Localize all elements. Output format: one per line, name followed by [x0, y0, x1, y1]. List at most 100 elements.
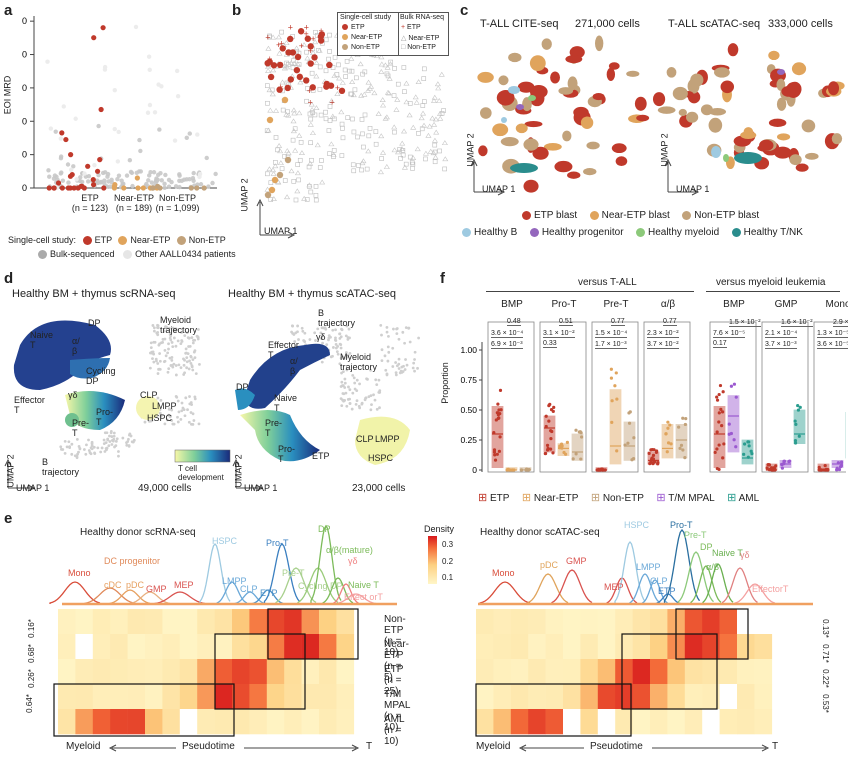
- d-grey-cell: [103, 431, 107, 435]
- panel-e-density-tick-0: 0.3: [442, 540, 454, 549]
- b-bulk-square: [373, 141, 379, 147]
- e-heat-cell: [249, 659, 268, 685]
- b-bulk-square: [422, 66, 427, 72]
- f-point: [787, 460, 791, 464]
- e-density-curve: [84, 587, 136, 604]
- d-grey-cell: [291, 324, 294, 328]
- d-grey-cell: [191, 341, 195, 345]
- b-bulk-square: [305, 86, 310, 91]
- d-grey-cell: [183, 371, 186, 375]
- d-grey-cell: [191, 358, 195, 362]
- b-bulk-square: [317, 64, 323, 70]
- d-grey-cell: [321, 341, 324, 345]
- f-pvalue: 3.1 × 10⁻²: [543, 330, 575, 338]
- a-other-dot: [146, 54, 152, 59]
- a-bulk-dot: [166, 184, 172, 189]
- a-etp-dot: [55, 180, 62, 186]
- e-row-label: Non-ETP (n = 10): [384, 614, 406, 658]
- a-bulk-dot: [116, 173, 122, 178]
- e-left-curve-label: γδ: [348, 556, 358, 566]
- b-etp-dot: [323, 80, 330, 88]
- e-heat-cell: [214, 609, 233, 635]
- e-heat-cell: [702, 659, 720, 685]
- c-cluster: [657, 106, 676, 114]
- d-grey-cell: [404, 358, 407, 361]
- b-bulk-triangle: [438, 71, 445, 77]
- e-heat-cell: [249, 684, 268, 710]
- b-etp-dot: [311, 54, 318, 61]
- e-density-curve: [332, 583, 359, 604]
- e-heat-cell: [597, 659, 616, 685]
- b-bulk-triangle: [430, 98, 437, 103]
- b-bulk-triangle: [350, 92, 357, 98]
- b-bulk-square: [410, 166, 415, 171]
- c-cluster: [554, 160, 573, 173]
- a-other-dot: [73, 116, 78, 121]
- a-bulk-dot: [96, 123, 101, 129]
- f-point: [579, 457, 583, 461]
- d-grey-cell: [185, 356, 189, 360]
- f-pvalue: 0.51: [559, 318, 573, 326]
- e-heat-cell: [197, 659, 215, 685]
- panel-c-right-axis-x: UMAP 1: [676, 184, 710, 194]
- a-other-dot: [48, 126, 54, 131]
- panel-a-legend-bulk: Bulk-sequenced: [50, 249, 115, 259]
- b-bulk-triangle: [391, 147, 398, 153]
- f-point: [773, 468, 777, 472]
- legend-bulk-non: Non-ETP: [407, 44, 436, 51]
- b-bulk-triangle: [384, 89, 392, 95]
- b-bulk-etp-plus: +: [276, 40, 281, 50]
- b-bulk-square: [291, 179, 297, 184]
- d-grey-cell: [338, 362, 342, 366]
- f-legend-etp: ETP: [490, 493, 510, 504]
- d-grey-cell: [341, 392, 345, 395]
- d-grey-cell: [303, 340, 307, 343]
- d-grey-cell: [357, 404, 361, 408]
- e-heat-cell: [476, 609, 494, 635]
- e-density-curve: [297, 567, 339, 604]
- a-bulk-dot: [96, 172, 101, 178]
- d-right-clp: CLP: [356, 434, 374, 444]
- b-bulk-square: [313, 197, 319, 203]
- e-left-curve-label: pDC: [126, 580, 145, 590]
- f-point: [496, 402, 500, 406]
- d-grey-cell: [176, 420, 180, 424]
- d-grey-cell: [300, 326, 304, 330]
- b-bulk-triangle: [364, 87, 372, 93]
- legend-bulk-near: Near-ETP: [408, 35, 440, 42]
- b-bulk-square: [420, 103, 426, 108]
- d-grey-cell: [126, 440, 130, 443]
- b-bulk-square: [402, 89, 407, 94]
- b-bulk-triangle: [267, 107, 274, 113]
- d-grey-cell: [191, 412, 195, 416]
- e-heat-cell: [197, 684, 215, 710]
- a-other-dot: [152, 110, 158, 115]
- e-left-curve-label: α/β(mature): [326, 545, 373, 555]
- e-heat-cell: [684, 634, 703, 660]
- b-etp-dot: [318, 31, 326, 38]
- d-grey-cell: [394, 361, 398, 364]
- d-grey-cell: [167, 347, 170, 351]
- d-grey-cell: [77, 450, 80, 454]
- f-point: [627, 421, 632, 425]
- f-box: [623, 421, 636, 461]
- a-bulk-dot: [210, 180, 215, 186]
- e-density-curve: [199, 542, 231, 604]
- d-grey-cell: [322, 326, 325, 330]
- d-grey-cell: [174, 364, 178, 367]
- b-bulk-square: [379, 156, 384, 161]
- d-grey-cell: [130, 440, 134, 444]
- d-grey-cell: [156, 372, 160, 375]
- d-grey-cell: [188, 359, 191, 363]
- e-heat-cell: [319, 684, 337, 710]
- e-heat-cell: [737, 609, 755, 635]
- e-density-curve: [479, 581, 531, 604]
- e-heat-cell: [75, 684, 94, 710]
- a-bulk-dot: [166, 177, 172, 183]
- d-grey-cell: [82, 448, 86, 451]
- f-group-name: BMP: [501, 299, 523, 310]
- d-grey-cell: [186, 408, 189, 412]
- b-bulk-triangle: [383, 114, 390, 120]
- non-blast-dot-icon: [682, 210, 692, 220]
- e-heat-cell: [650, 634, 668, 660]
